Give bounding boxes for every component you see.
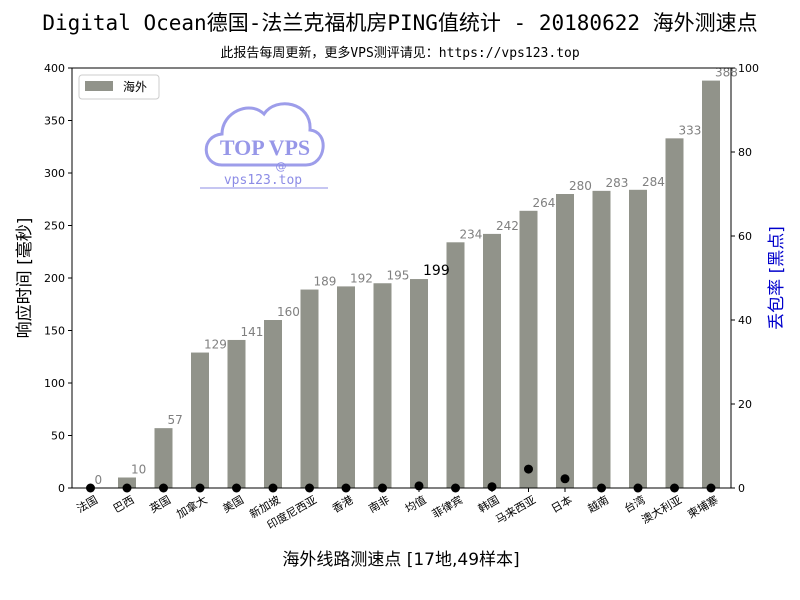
y2-tick-label: 20 bbox=[738, 398, 752, 411]
bar bbox=[519, 210, 538, 489]
bar-value-label: 160 bbox=[277, 305, 300, 319]
y2-axis-title: 丢包率 [黑点] bbox=[767, 226, 787, 330]
bar bbox=[227, 339, 246, 488]
x-tick-label: 南非 bbox=[366, 493, 392, 515]
watermark-at: @ bbox=[276, 160, 287, 173]
bar-value-label: 242 bbox=[496, 219, 519, 233]
bar bbox=[483, 233, 501, 488]
x-tick-label: 法国 bbox=[74, 492, 100, 515]
x-tick-label: 美国 bbox=[220, 493, 246, 515]
x-tick-label: 日本 bbox=[548, 492, 574, 515]
bar bbox=[446, 242, 465, 488]
bar bbox=[191, 352, 209, 488]
x-tick-label: 菲律宾 bbox=[429, 492, 465, 521]
legend-swatch bbox=[85, 81, 113, 91]
bar-value-label: 189 bbox=[314, 275, 337, 289]
y-axis: 0 50 100 150 200 250 300 350 400 bbox=[44, 62, 72, 495]
bar bbox=[154, 428, 173, 488]
bar bbox=[629, 189, 647, 489]
y-tick-label: 300 bbox=[44, 167, 65, 180]
y-tick-label: 0 bbox=[58, 482, 65, 495]
bar-value-label: 129 bbox=[204, 338, 227, 352]
bar-value-label: 0 bbox=[95, 473, 103, 487]
bar-value-label: 199 bbox=[423, 263, 450, 279]
bar-value-label: 141 bbox=[241, 325, 264, 339]
x-tick-label: 英国 bbox=[147, 492, 173, 515]
value-labels-group: 0 10 57 129 141 160 189 192 195 199 234 242 264 280 28… bbox=[95, 66, 738, 487]
bar bbox=[118, 477, 136, 488]
bar bbox=[556, 194, 574, 488]
y-tick-label: 350 bbox=[44, 115, 65, 128]
x-tick-label: 均值 bbox=[403, 493, 429, 515]
y-tick-label: 400 bbox=[44, 62, 65, 75]
y2-tick-label: 0 bbox=[738, 482, 745, 495]
bar-value-label: 388 bbox=[715, 66, 738, 80]
y-tick-label: 200 bbox=[44, 272, 65, 285]
y-tick-label: 100 bbox=[44, 377, 65, 390]
bar bbox=[410, 279, 428, 488]
x-tick-label: 马来西亚 bbox=[493, 493, 538, 526]
bars-group bbox=[118, 80, 720, 489]
bar bbox=[264, 320, 282, 488]
y2-tick-label: 60 bbox=[738, 230, 752, 243]
y-axis-title: 响应时间 [毫秒] bbox=[15, 218, 35, 339]
x-tick-label: 越南 bbox=[585, 492, 611, 515]
loss-dot bbox=[524, 464, 533, 474]
bar-value-label: 283 bbox=[606, 176, 629, 190]
x-axis-title: 海外线路测速点 [17地,49样本] bbox=[282, 550, 519, 570]
bar-value-label: 333 bbox=[679, 123, 702, 137]
y-tick-label: 50 bbox=[51, 430, 65, 443]
chart-title: Digital Ocean德国-法兰克福机房PING值统计 - 20180622… bbox=[42, 11, 758, 35]
y-tick-label: 250 bbox=[44, 220, 65, 233]
y-tick-label: 150 bbox=[44, 325, 65, 338]
x-tick-label: 巴西 bbox=[111, 493, 137, 515]
bar bbox=[702, 80, 720, 488]
x-tick-label: 柬埔寨 bbox=[685, 492, 721, 521]
bar-value-label: 234 bbox=[460, 227, 483, 241]
bar-value-label: 264 bbox=[533, 196, 556, 210]
y2-tick-label: 40 bbox=[738, 314, 752, 327]
x-tick-label: 加拿大 bbox=[174, 492, 210, 521]
watermark-logo-text: TOP VPS bbox=[220, 135, 310, 160]
bar-value-label: 192 bbox=[350, 271, 373, 285]
bar bbox=[665, 138, 684, 488]
loss-dot bbox=[560, 474, 570, 484]
watermark-logo: TOP VPS @ vps123.top bbox=[200, 102, 328, 189]
cloud-icon bbox=[204, 102, 325, 167]
bar bbox=[300, 289, 319, 488]
bar-value-label: 280 bbox=[569, 179, 592, 193]
legend: 海外 bbox=[78, 74, 160, 100]
bar bbox=[337, 286, 355, 488]
y2-tick-label: 80 bbox=[738, 146, 752, 159]
y2-axis: 0 20 40 60 80 100 bbox=[731, 62, 759, 495]
bar bbox=[592, 190, 611, 488]
x-tick-label: 澳大利亚 bbox=[639, 492, 684, 526]
loss-dot bbox=[487, 482, 497, 492]
bar-value-label: 284 bbox=[642, 175, 665, 189]
legend-label: 海外 bbox=[123, 79, 147, 94]
y2-tick-label: 100 bbox=[738, 62, 759, 75]
bar-value-label: 10 bbox=[131, 463, 146, 477]
bar-value-label: 57 bbox=[168, 413, 183, 427]
x-tick-label: 香港 bbox=[330, 493, 356, 515]
chart-subtitle: 此报告每周更新，更多VPS测评请见：https://vps123.top bbox=[220, 46, 580, 61]
watermark-url: vps123.top bbox=[224, 173, 302, 188]
bar-value-label: 195 bbox=[387, 268, 410, 282]
bar bbox=[373, 283, 392, 488]
